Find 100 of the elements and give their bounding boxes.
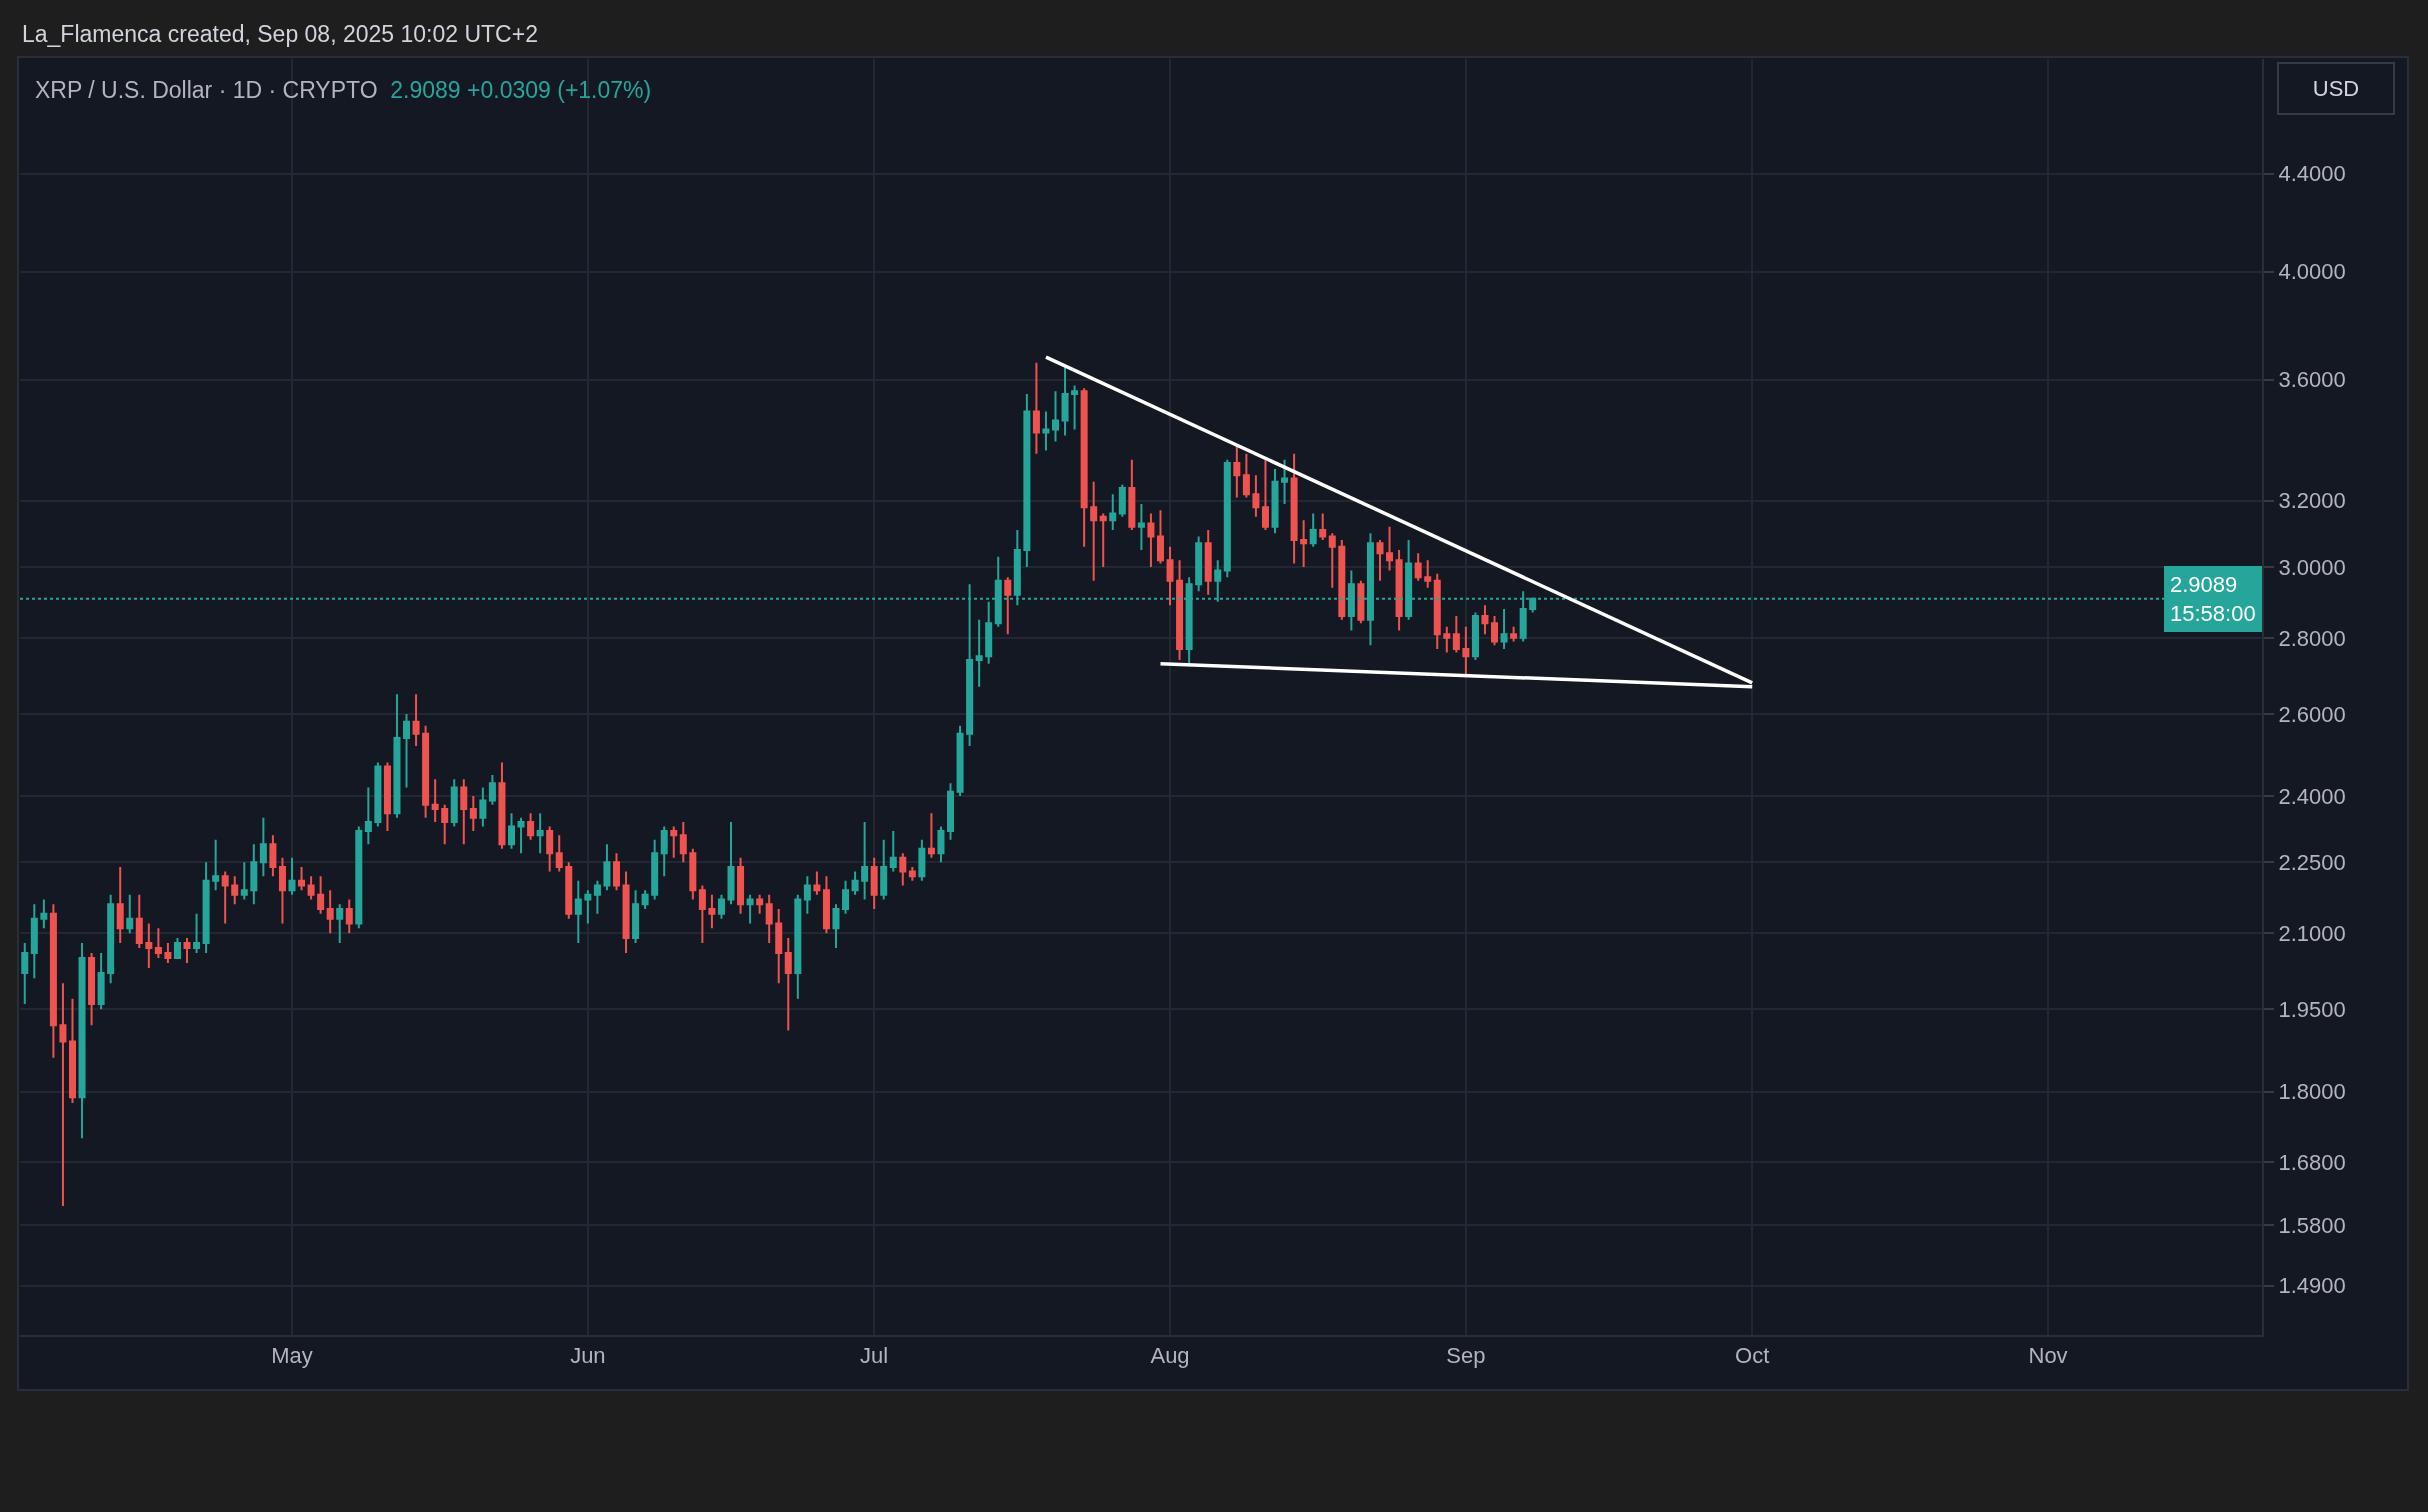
candlestick [364,786,372,846]
candlestick [947,782,955,841]
candlestick [908,865,916,882]
candlestick [698,884,706,945]
candlestick [1252,474,1260,518]
y-tick-label: 1.4900 [2278,1273,2346,1299]
candlestick [1395,549,1403,632]
y-tick-label: 3.0000 [2278,554,2346,580]
candlestick [259,816,267,878]
candlestick [154,927,162,959]
candlestick [145,922,153,970]
candlestick [1328,532,1336,589]
candlestick [374,761,382,828]
candlestick [78,942,86,1140]
candlestick [1510,625,1518,643]
candlestick [612,852,620,892]
candlestick [1357,579,1365,625]
candlestick [670,825,678,859]
candlestick [59,982,67,1208]
candlestick [1338,538,1346,621]
candlestick [307,875,315,901]
candlestick [1500,607,1508,650]
y-tick-label: 2.1000 [2278,920,2346,946]
candlestick [441,803,449,846]
candlestick [651,838,659,901]
candlestick [1099,512,1107,568]
candlestick [1462,625,1470,677]
candlestick [498,761,506,850]
candlestick [164,942,172,964]
candlestick [488,773,496,806]
candlestick [794,893,802,1000]
candlestick [899,852,907,887]
candlestick [1471,611,1479,662]
x-tick-label: Aug [1150,1343,1190,1369]
candlestick [1042,410,1050,452]
candlestick [784,937,792,1032]
candlestick [1109,493,1117,531]
candlestick [555,834,563,873]
x-tick-label: Oct [1735,1343,1770,1369]
candlestick [937,825,945,864]
candlestick [1414,552,1422,582]
candlestick [1004,576,1012,636]
candlestick [517,816,525,855]
candlestick [231,875,239,906]
x-tick-label: Jun [570,1343,606,1369]
candlestick [278,856,286,925]
candlestick [717,893,725,920]
y-tick-label: 4.4000 [2278,161,2346,187]
candlestick [336,903,344,945]
candlestick [927,812,935,859]
candlestick [269,834,277,878]
candlestick [49,903,57,1059]
candlestick [40,898,48,930]
candlestick [1118,483,1126,518]
candlestick [68,997,76,1104]
candlestick [536,812,544,855]
candlestick [641,889,649,911]
candlestick [1481,604,1489,636]
candlestick [1223,458,1231,579]
y-tick-label: 2.6000 [2278,701,2346,727]
candlestick [508,812,516,850]
candlestick [632,889,640,945]
y-tick-label: 1.9500 [2278,997,2346,1023]
x-tick-label: May [271,1343,313,1369]
candlestick [393,693,401,819]
candlestick [956,724,964,798]
candlestick [116,865,124,945]
candlestick [975,618,983,688]
candlestick [861,821,869,901]
candlestick [383,761,391,832]
candlestick [288,856,296,896]
candlestick [469,795,477,832]
candlestick [584,889,592,925]
candlestick [1433,572,1441,650]
candlestick [622,870,630,954]
candlestick [1090,480,1098,582]
candlestick [679,821,687,864]
candlestick [345,898,353,935]
text: 2.9089 +0.0309 (+1.07%) [390,77,652,104]
candlestick [1386,525,1394,572]
candlestick [527,812,535,841]
candlestick [737,856,745,915]
y-tick-label: 4.0000 [2278,259,2346,285]
candlestick [1290,452,1298,565]
candlestick [565,861,573,920]
candlestick [21,942,29,1006]
candlestick [851,870,859,896]
candlestick [1281,458,1289,505]
candlestick [727,821,735,906]
candlestick [326,889,334,935]
candlestick [660,825,668,878]
candlestick [193,912,201,954]
candlestick [298,865,306,892]
candlestick [889,829,897,873]
y-tick-label: 1.8000 [2278,1079,2346,1105]
candlestick [832,903,840,949]
candlestick [775,908,783,985]
candlestick [173,937,181,959]
candlestick [30,903,38,980]
x-tick-label: Jul [860,1343,889,1369]
